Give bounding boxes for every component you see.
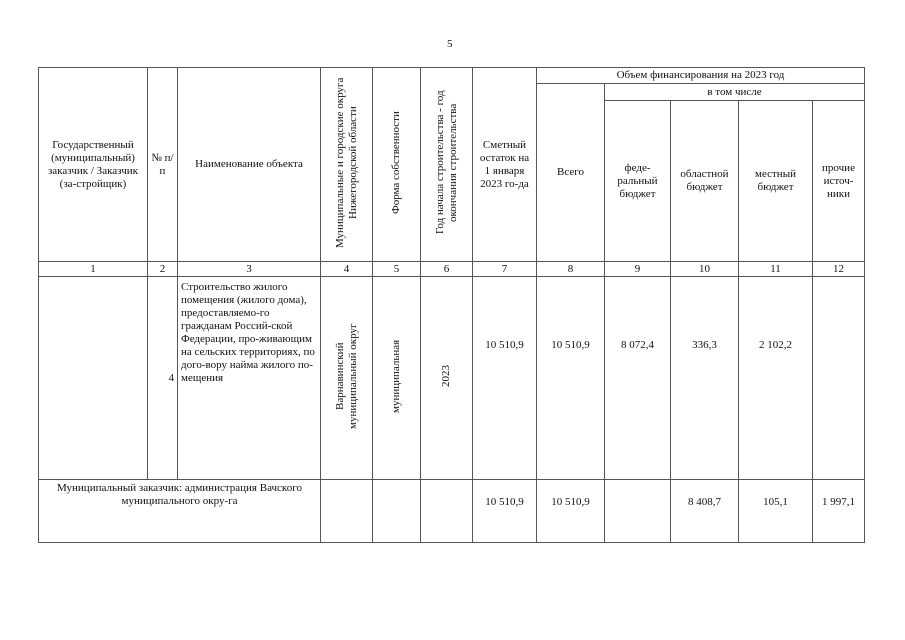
header-federal: феде-ральный бюджет (604, 100, 671, 262)
row-object-name: Строительство жилого помещения (жилого д… (177, 276, 321, 480)
column-number: 7 (472, 261, 537, 277)
column-number: 9 (604, 261, 671, 277)
column-number: 1 (38, 261, 148, 277)
header-number: № п/п (147, 67, 178, 262)
column-number: 11 (738, 261, 813, 277)
header-total: Всего (536, 83, 605, 262)
total-row: Муниципальный заказчик: администрация Ва… (38, 479, 865, 543)
row-estimate-balance: 10 510,9 (472, 276, 537, 480)
column-number: 12 (812, 261, 865, 277)
header-districts: Муниципальные и городские округа Нижегор… (333, 77, 359, 248)
row-customer (38, 276, 148, 480)
column-number: 4 (320, 261, 373, 277)
header-financing: Объем финансирования на 2023 год (536, 67, 865, 84)
header-object-name: Наименование объекта (177, 67, 321, 262)
column-numbers-row: 1 2 3 4 5 6 7 8 9 10 11 12 (38, 261, 865, 277)
header-years: Год начала строительства - год окончания… (433, 90, 459, 235)
header-including: в том числе (604, 83, 865, 101)
financing-table: Государственный (муниципальный) заказчик… (38, 67, 865, 543)
header-local: местный бюджет (738, 100, 813, 262)
total-estimate-balance: 10 510,9 (472, 479, 537, 543)
header-estimate-balance: Сметный остаток на 1 января 2023 го-да (472, 67, 537, 262)
row-local: 2 102,2 (738, 276, 813, 480)
total-local: 105,1 (738, 479, 813, 543)
page-number: 5 (447, 38, 453, 50)
column-number: 2 (147, 261, 178, 277)
row-other (812, 276, 865, 480)
row-district: Варнавинский муниципальный округ (333, 323, 359, 429)
table-row: 4 Строительство жилого помещения (жилого… (38, 276, 865, 480)
column-number: 8 (536, 261, 605, 277)
row-total: 10 510,9 (536, 276, 605, 480)
column-number: 5 (372, 261, 421, 277)
row-number: 4 (147, 276, 178, 480)
total-label: Муниципальный заказчик: администрация Ва… (38, 479, 321, 543)
row-regional: 336,3 (670, 276, 739, 480)
total-other: 1 997,1 (812, 479, 865, 543)
header-ownership: Форма собственности (390, 111, 402, 214)
row-ownership: муниципальная (390, 339, 402, 413)
column-number: 6 (420, 261, 473, 277)
header-regional: областной бюджет (670, 100, 739, 262)
total-federal (604, 479, 671, 543)
column-number: 3 (177, 261, 321, 277)
row-years: 2023 (440, 365, 452, 387)
row-federal: 8 072,4 (604, 276, 671, 480)
total-total: 10 510,9 (536, 479, 605, 543)
header-customer: Государственный (муниципальный) заказчик… (38, 67, 148, 262)
column-number: 10 (670, 261, 739, 277)
total-regional: 8 408,7 (670, 479, 739, 543)
header-other: прочие источ-ники (812, 100, 865, 262)
